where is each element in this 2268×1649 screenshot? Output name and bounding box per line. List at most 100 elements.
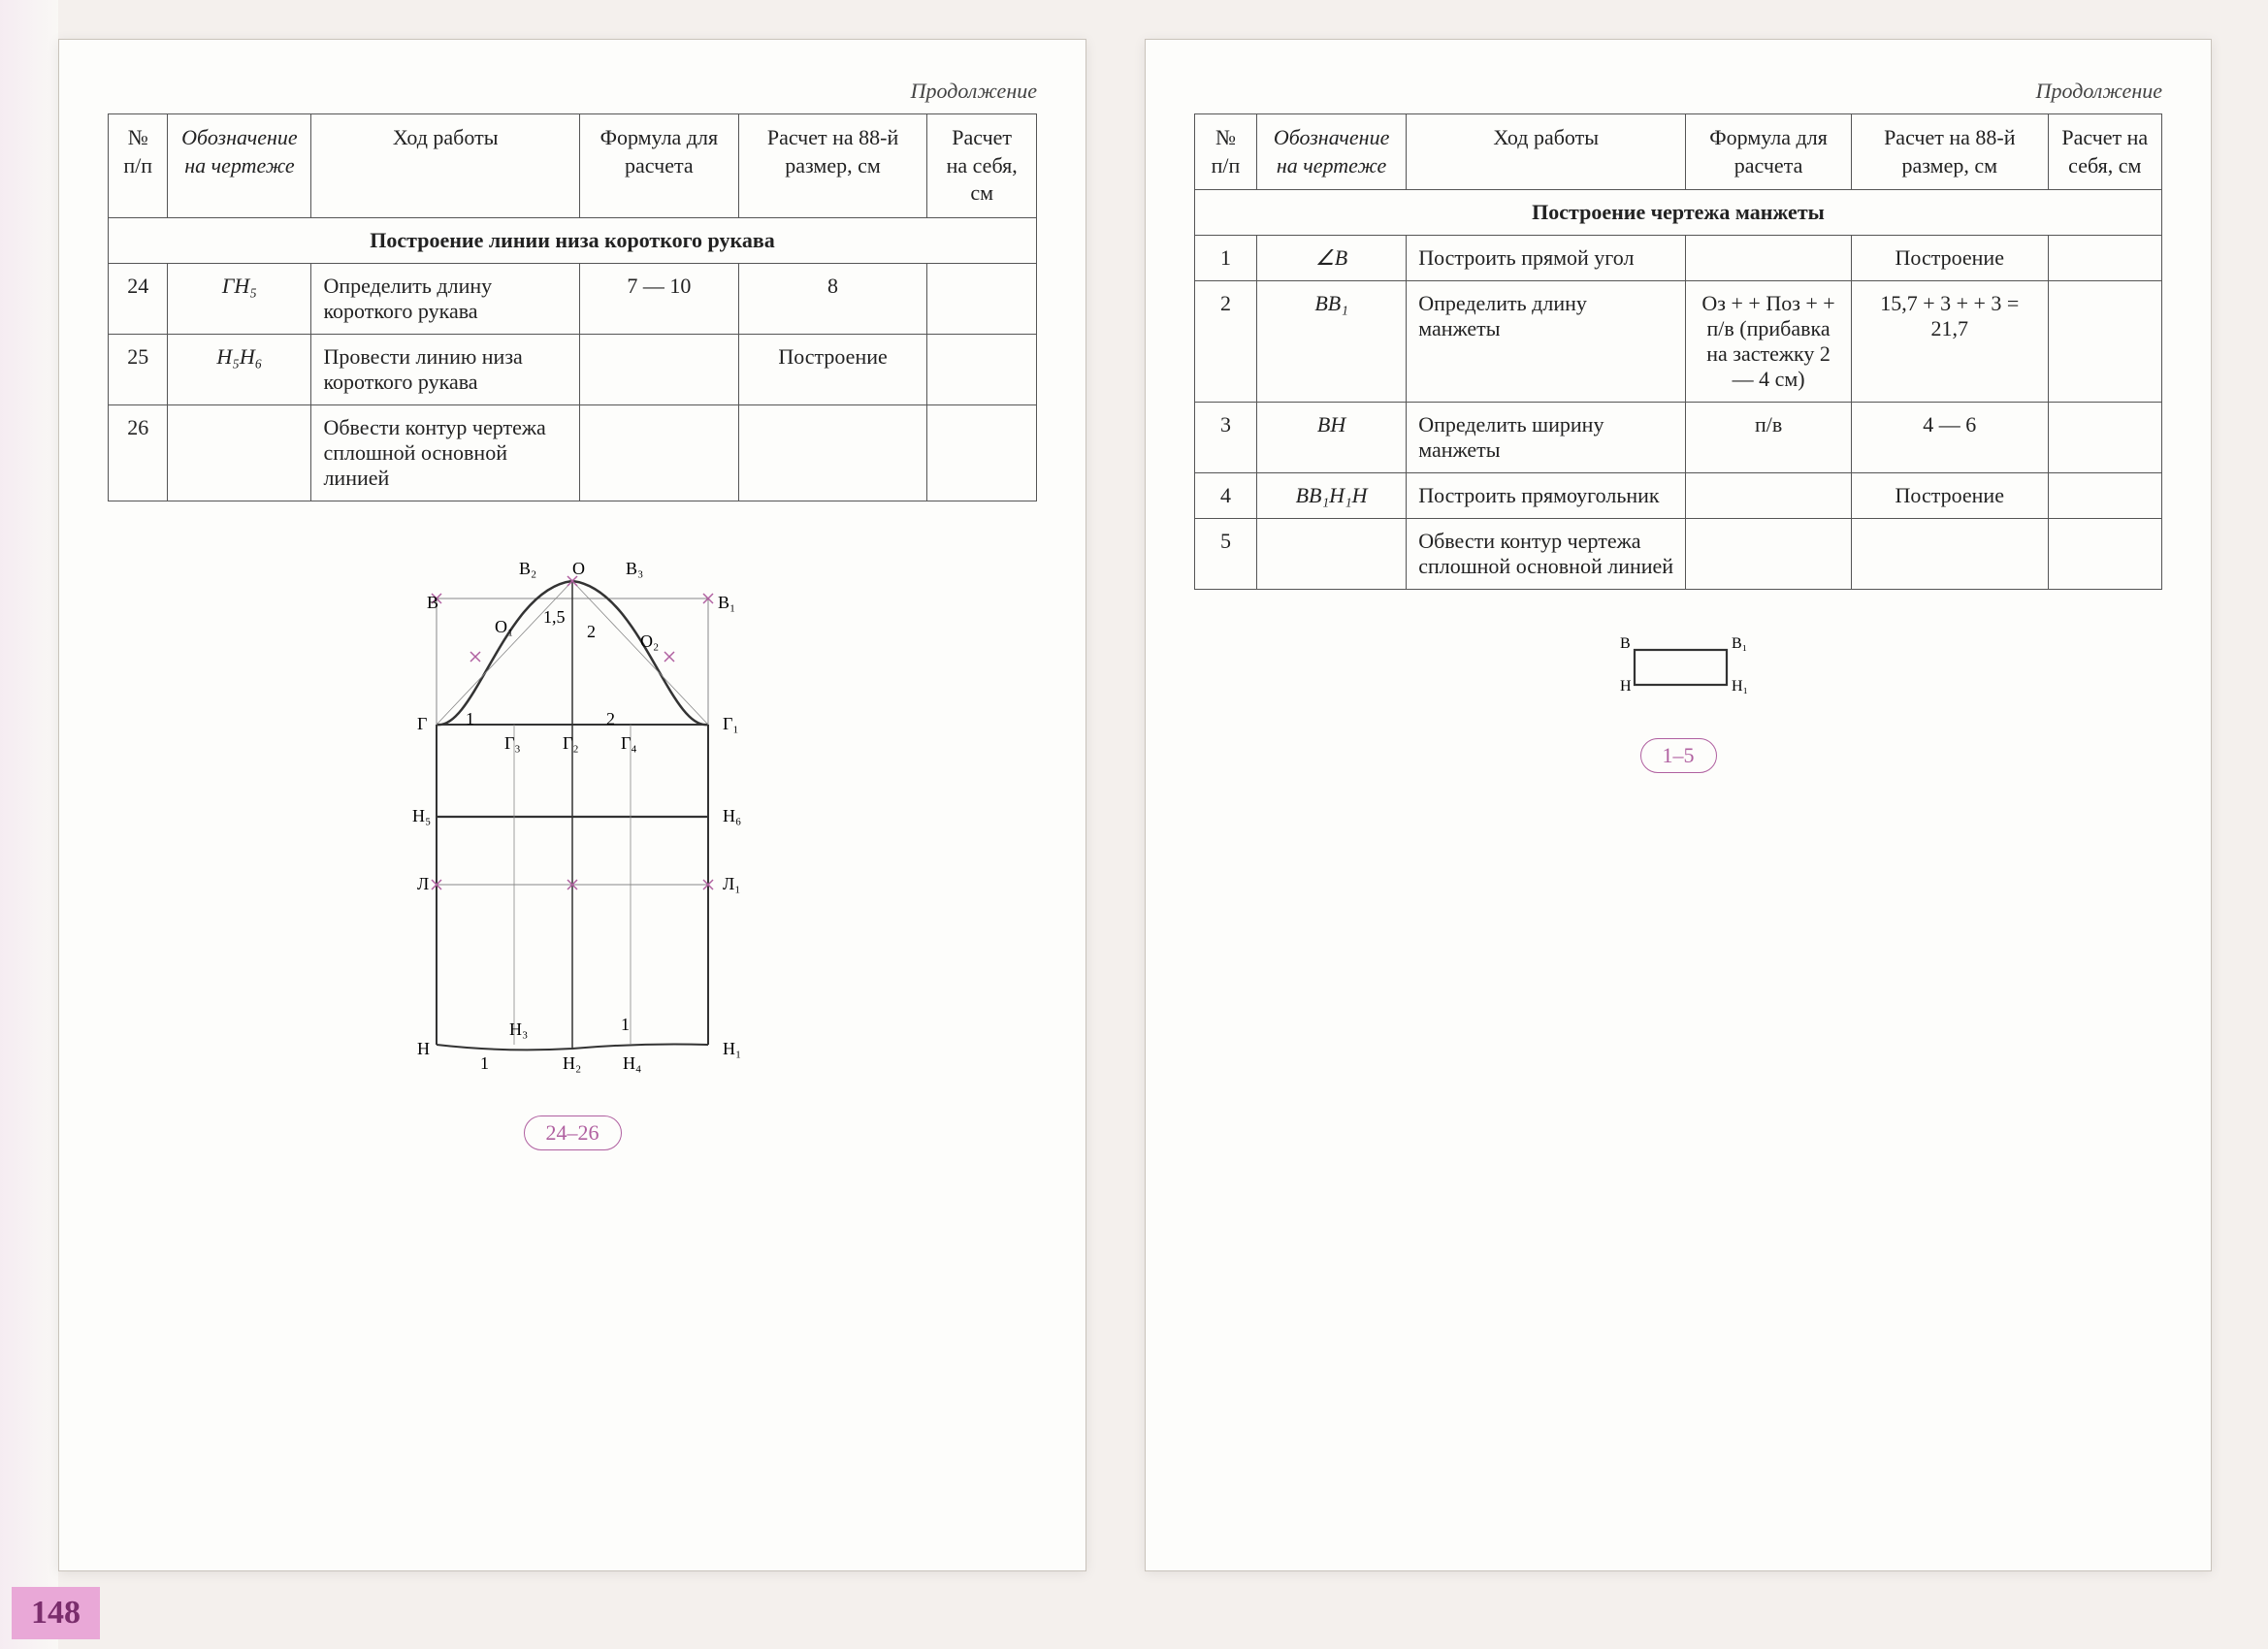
cell-calc: 8 [738,263,927,334]
hdr-des: Обозначение на чертеже [1257,114,1407,190]
svg-text:Г₁: Г₁ [723,714,739,733]
cell-num: 26 [109,404,168,501]
cell-self [2048,281,2161,403]
cell-num: 1 [1195,236,1257,281]
cell-calc: Построение [1851,473,2048,519]
svg-text:Л₁: Л₁ [723,874,740,893]
cell-form: 7 — 10 [579,263,738,334]
section-title-right: Построение чертежа манжеты [1195,190,2162,236]
table-row: 2 ВВ₁ Определить длину манжеты Оз + + По… [1195,281,2162,403]
svg-text:Н₆: Н₆ [723,806,741,825]
cell-form [1686,236,1852,281]
svg-text:1: 1 [480,1053,489,1073]
svg-text:Н₅: Н₅ [412,806,431,825]
svg-text:Н₄: Н₄ [623,1053,641,1073]
svg-text:Н: Н [1620,678,1632,695]
svg-text:В₃: В₃ [626,559,643,578]
hdr-self: Расчет на себя, см [2048,114,2161,190]
svg-text:Г₄: Г₄ [621,733,637,753]
table-right: № п/п Обозначение на чертеже Ход работы … [1194,113,2162,590]
section-title-cell: Построение чертежа манжеты [1195,190,2162,236]
cell-work: Провести линию низа короткого рукава [311,334,579,404]
cell-des: ВВ₁Н₁Н [1257,473,1407,519]
cell-calc: Построение [1851,236,2048,281]
svg-text:1,5: 1,5 [543,607,566,627]
cell-des [1257,519,1407,590]
hdr-work: Ход работы [311,114,579,218]
left-page: Продолжение № п/п Обозначение на чертеже… [58,39,1086,1571]
svg-text:Н₁: Н₁ [1732,678,1748,695]
continuation-left: Продолжение [108,79,1037,104]
svg-text:Л: Л [417,874,429,893]
hdr-des: Обозначение на чертеже [168,114,311,218]
hdr-self: Расчет на себя, см [927,114,1037,218]
hdr-calc: Расчет на 88-й размер, см [738,114,927,218]
svg-text:Н₁: Н₁ [723,1039,741,1058]
cell-num: 5 [1195,519,1257,590]
sleeve-diagram: ВВ₂ОВ₃В₁О₁1,52О₂Г1Г₃Г₂2Г₄Г₁Н₅Н₆ЛЛ₁НН₃1Н₂… [369,531,776,1093]
right-page: Продолжение № п/п Обозначение на чертеже… [1145,39,2212,1571]
svg-text:О₂: О₂ [640,631,659,651]
table-row: 25 Н₅Н₆ Провести линию низа короткого ру… [109,334,1037,404]
cell-num: 25 [109,334,168,404]
hdr-form: Формула для расчета [579,114,738,218]
cell-work: Построить прямоугольник [1407,473,1686,519]
cell-form [579,334,738,404]
svg-text:О: О [572,559,585,578]
cell-form: п/в [1686,403,1852,473]
cell-num: 2 [1195,281,1257,403]
hdr-num: № п/п [1195,114,1257,190]
cell-des: Н₅Н₆ [168,334,311,404]
cell-work: Определить длину манжеты [1407,281,1686,403]
hdr-work: Ход работы [1407,114,1686,190]
cell-self [927,404,1037,501]
svg-text:В₁: В₁ [1732,635,1747,652]
table-row: 3 ВН Определить ширину манжеты п/в 4 — 6 [1195,403,2162,473]
cell-form [1686,519,1852,590]
cell-work: Обвести контур чертежа сплошной основной… [311,404,579,501]
svg-text:Н: Н [417,1039,430,1058]
svg-text:В₂: В₂ [519,559,536,578]
header-row: № п/п Обозначение на чертеже Ход работы … [1195,114,2162,190]
cell-form [1686,473,1852,519]
table-row: 26 Обвести контур чертежа сплошной основ… [109,404,1037,501]
cell-form [579,404,738,501]
left-margin-decor [0,0,58,1649]
cell-calc [738,404,927,501]
cell-work: Построить прямой угол [1407,236,1686,281]
cell-calc: Построение [738,334,927,404]
cell-calc: 4 — 6 [1851,403,2048,473]
cell-des: ВН [1257,403,1407,473]
cell-num: 24 [109,263,168,334]
svg-text:1: 1 [621,1015,630,1034]
sleeve-diagram-wrap: ВВ₂ОВ₃В₁О₁1,52О₂Г1Г₃Г₂2Г₄Г₁Н₅Н₆ЛЛ₁НН₃1Н₂… [108,531,1037,1150]
hdr-form: Формула для расчета [1686,114,1852,190]
cell-work: Определить ширину манжеты [1407,403,1686,473]
header-row: № п/п Обозначение на чертеже Ход работы … [109,114,1037,218]
section-title-cell: Построение линии низа короткого рукава [109,217,1037,263]
cell-self [2048,473,2161,519]
svg-text:2: 2 [606,709,615,728]
cell-calc: 15,7 + 3 + + 3 = 21,7 [1851,281,2048,403]
svg-text:В: В [1620,635,1631,652]
cell-num: 4 [1195,473,1257,519]
cuff-diagram: В В₁ Н Н₁ [1581,619,1775,716]
svg-text:О₁: О₁ [495,617,513,636]
svg-text:2: 2 [587,622,596,641]
cell-work: Обвести контур чертежа сплошной основной… [1407,519,1686,590]
svg-text:В: В [427,593,438,612]
cell-num: 3 [1195,403,1257,473]
table-left: № п/п Обозначение на чертеже Ход работы … [108,113,1037,501]
cell-des: ∠В [1257,236,1407,281]
figure-label-right: 1–5 [1640,738,1717,773]
svg-text:Н₃: Н₃ [509,1019,528,1039]
cell-self [927,263,1037,334]
table-row: 24 ГН₅ Определить длину короткого рукава… [109,263,1037,334]
cell-self [927,334,1037,404]
page-number: 148 [12,1587,100,1639]
figure-label-left: 24–26 [524,1116,622,1150]
cell-des: ВВ₁ [1257,281,1407,403]
cell-form: Оз + + Поз + + п/в (прибавка на застежку… [1686,281,1852,403]
svg-text:1: 1 [466,709,474,728]
table-row: 4 ВВ₁Н₁Н Построить прямоугольник Построе… [1195,473,2162,519]
